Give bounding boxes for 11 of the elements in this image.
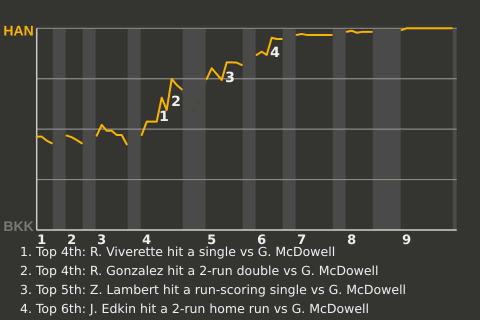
x-tick-label: 8	[347, 233, 356, 248]
text: BKK	[3, 218, 34, 234]
annotation: 3	[225, 70, 235, 86]
x-tick-label: 9	[402, 233, 412, 248]
annotation: 2	[171, 94, 181, 110]
text: 2. Top 4th: R. Gonzalez hit a 2-run double vs G. McDowell	[20, 263, 378, 278]
text: 4. Top 6th: J. Edkin hit a 2-run home run vs G. McDowell	[20, 301, 369, 316]
text: HAN	[3, 22, 34, 38]
text: 3. Top 5th: Z. Lambert hit a run-scoring single vs G. McDowell	[20, 282, 406, 297]
annotation: 1	[159, 109, 169, 125]
annotation: 4	[270, 45, 280, 61]
